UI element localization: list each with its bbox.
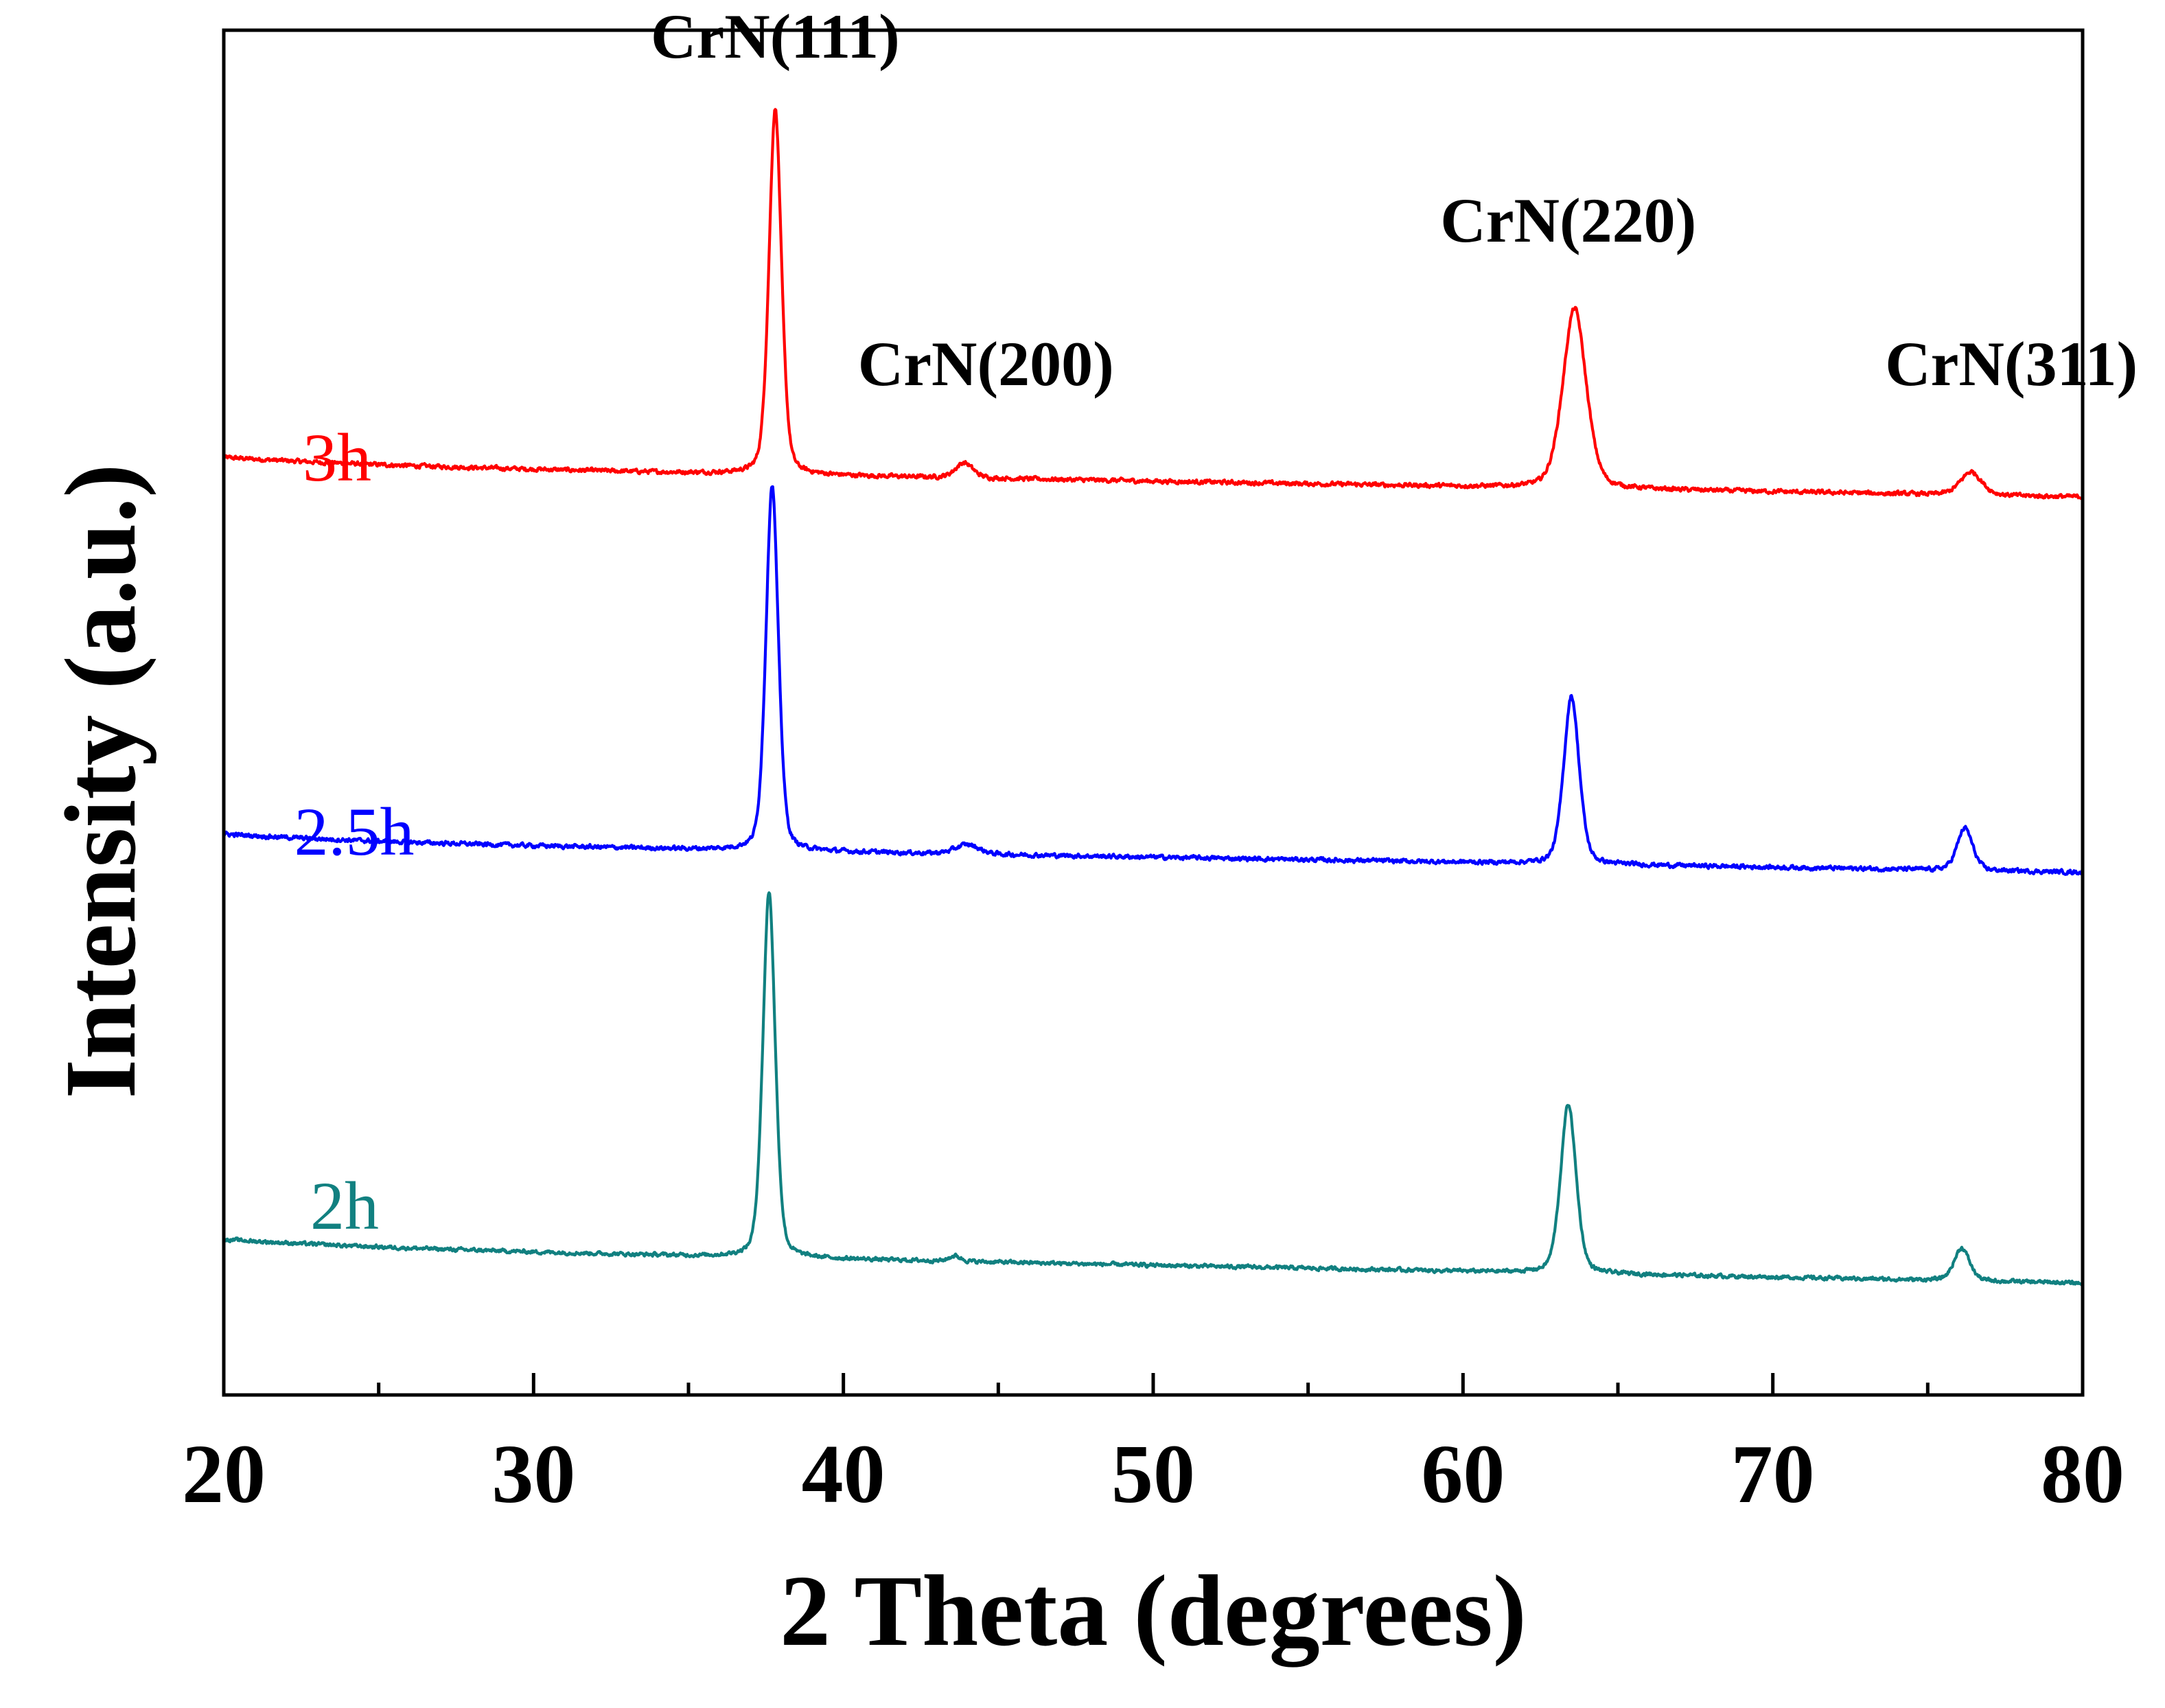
x-tick-label: 70 [1731, 1428, 1815, 1521]
series-line-2-5h [222, 485, 2085, 876]
peak-label-crn200: CrN(200) [858, 329, 1114, 399]
series-label-3h: 3h [303, 419, 371, 496]
x-tick-label: 30 [491, 1428, 575, 1521]
x-tick-label: 80 [2041, 1428, 2125, 1521]
series-line-3h [222, 108, 2085, 500]
series-label-2h: 2h [310, 1168, 379, 1244]
peak-label-crn111: CrN(111) [651, 1, 900, 71]
x-tick-label: 60 [1421, 1428, 1505, 1521]
x-tick-label: 20 [182, 1428, 266, 1521]
label-layer: 20 30 40 50 60 70 80 2 Theta (degrees) Intensity… [45, 1, 2138, 1667]
peak-label-crn220: CrN(220) [1440, 185, 1696, 255]
y-axis-title: Intensity (a.u.) [45, 463, 157, 1098]
x-tick-label: 40 [802, 1428, 885, 1521]
x-tick-label: 50 [1111, 1428, 1195, 1521]
series-line-2h [222, 891, 2085, 1286]
series-label-2-5h: 2.5h [294, 794, 415, 870]
x-axis-title: 2 Theta (degrees) [780, 1555, 1527, 1667]
axis-layer [222, 28, 2085, 1397]
series-layer [222, 108, 2085, 1286]
peak-label-crn311: CrN(311) [1885, 329, 2138, 399]
